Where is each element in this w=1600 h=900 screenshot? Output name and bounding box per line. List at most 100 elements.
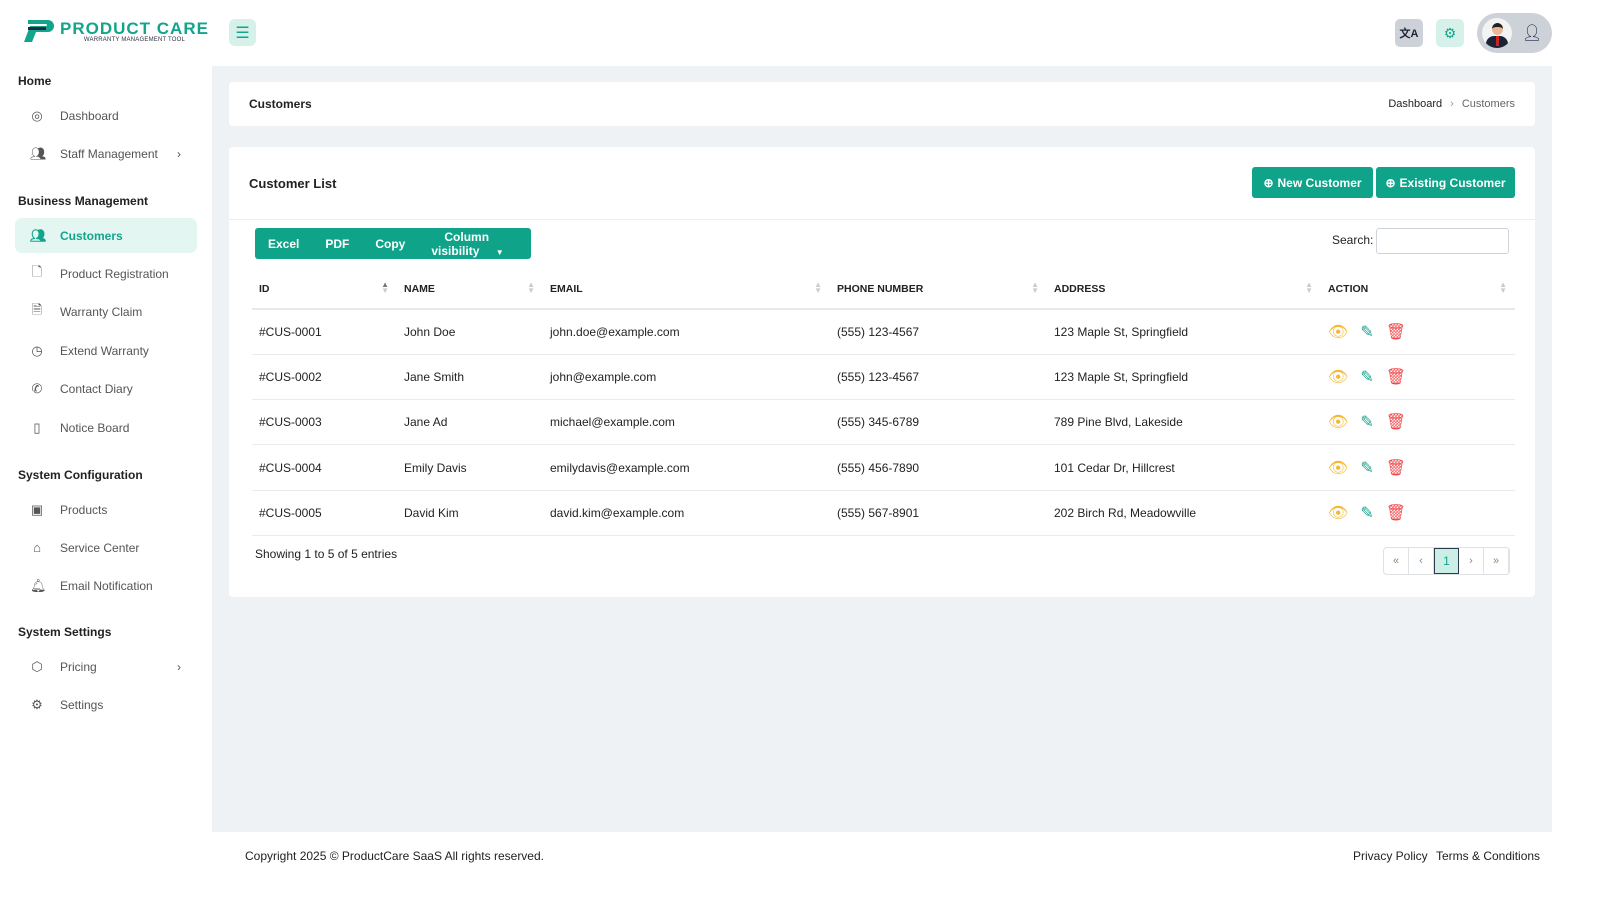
sidebar-section-title: System Settings [18, 625, 112, 639]
column-header[interactable]: ADDRESS ▲ ▼ [1047, 269, 1321, 310]
delete-icon[interactable]: 🗑︎ [1385, 504, 1407, 522]
pagination: «‹ 1 ›» [1383, 547, 1510, 575]
table-cell: Jane Ad [397, 399, 543, 446]
column-visibility-button[interactable]: Column visibility ▼ [418, 230, 531, 258]
table-cell: John Doe [397, 309, 543, 355]
hamburger-icon: ☰ [235, 24, 250, 42]
edit-icon[interactable]: ✎ [1360, 504, 1374, 522]
sidebar-item-notice-board[interactable]: ▯ Notice Board [15, 410, 197, 445]
column-header[interactable]: ID ▲ ▼ [252, 269, 397, 310]
home-icon: ⌂ [33, 540, 41, 556]
column-header[interactable]: ACTION ▲ ▼ [1321, 269, 1515, 310]
sidebar-item-extend-warranty[interactable]: ◷ Extend Warranty [15, 333, 197, 368]
delete-icon[interactable]: 🗑︎ [1385, 459, 1407, 477]
menu-toggle-button[interactable]: ☰ [229, 19, 256, 46]
book-icon: ▯ [33, 419, 41, 435]
table-cell: emilydavis@example.com [543, 444, 830, 491]
table-cell: (555) 123-4567 [830, 309, 1047, 355]
user-menu[interactable]: 👤︎ [1477, 13, 1552, 53]
translate-button[interactable]: 文A [1395, 19, 1423, 47]
sidebar-item-product-registration[interactable]: 🗋 Product Registration [15, 256, 197, 291]
bell-icon: 🔔︎ [30, 578, 47, 594]
excel-button[interactable]: Excel [268, 236, 300, 251]
sidebar-item-label: Staff Management [60, 146, 158, 161]
last-page-button[interactable]: » [1484, 548, 1509, 574]
sidebar-item-label: Service Center [60, 540, 140, 555]
prev-page-button[interactable]: ‹ [1409, 548, 1434, 574]
sidebar-item-staff-management[interactable]: 👥︎ Staff Management › [15, 136, 197, 171]
dashboard-icon: ◎ [31, 107, 43, 123]
view-icon[interactable]: 👁︎ [1328, 323, 1349, 341]
column-header[interactable]: PHONE NUMBER ▲ ▼ [830, 269, 1047, 310]
column-header[interactable]: EMAIL ▲ ▼ [543, 269, 830, 310]
copy-button[interactable]: Copy [375, 236, 406, 251]
sort-icon: ▲ ▼ [381, 280, 389, 295]
sidebar-item-label: Customers [60, 228, 123, 243]
table-cell: 123 Maple St, Springfield [1047, 354, 1321, 401]
table-cell: (555) 567-8901 [830, 490, 1047, 536]
column-header[interactable]: NAME ▲ ▼ [397, 269, 543, 310]
translate-icon: 文A [1399, 28, 1419, 40]
action-cell: 👁︎ ✎ 🗑︎ [1321, 309, 1515, 355]
view-icon[interactable]: 👁︎ [1328, 504, 1349, 522]
existing-customer-button[interactable]: ⊕ Existing Customer [1376, 167, 1515, 198]
edit-icon[interactable]: ✎ [1360, 459, 1374, 477]
sidebar-item-email-notification[interactable]: 🔔︎ Email Notification [15, 569, 197, 604]
privacy-policy-link[interactable]: Privacy Policy [1353, 849, 1428, 863]
action-cell: 👁︎ ✎ 🗑︎ [1321, 490, 1515, 536]
view-icon[interactable]: 👁︎ [1328, 414, 1349, 432]
edit-icon[interactable]: ✎ [1360, 368, 1374, 386]
column-header-label: ID [259, 282, 270, 295]
gear-icon: ⚙ [1443, 24, 1457, 41]
sort-icon: ▲ ▼ [1031, 280, 1039, 295]
sidebar-item-customers[interactable]: 👥︎ Customers [15, 218, 197, 253]
table-cell: #CUS-0004 [252, 444, 397, 491]
terms-link[interactable]: Terms & Conditions [1436, 849, 1541, 863]
delete-icon[interactable]: 🗑︎ [1385, 368, 1407, 386]
copyright: Copyright 2025 © ProductCare SaaS All ri… [245, 849, 544, 863]
file-text-icon: 🗎 [31, 302, 43, 318]
page-1-button[interactable]: 1 [1434, 548, 1459, 574]
sidebar-section-title: Home [18, 74, 52, 88]
sidebar-item-contact-diary[interactable]: ✆ Contact Diary [15, 372, 197, 407]
delete-icon[interactable]: 🗑︎ [1385, 323, 1407, 341]
card-title: Customer List [249, 176, 337, 191]
sidebar-item-label: Extend Warranty [60, 343, 149, 358]
export-button-group: Excel PDF Copy Column visibility ▼ [255, 228, 531, 259]
pdf-button[interactable]: PDF [325, 236, 350, 251]
action-cell: 👁︎ ✎ 🗑︎ [1321, 444, 1515, 491]
edit-icon[interactable]: ✎ [1360, 414, 1374, 432]
table-cell: michael@example.com [543, 399, 830, 446]
table-cell: Emily Davis [397, 444, 543, 491]
table-cell: 789 Pine Blvd, Lakeside [1047, 399, 1321, 446]
breadcrumb-dashboard[interactable]: Dashboard [1388, 98, 1443, 110]
sidebar-item-service-center[interactable]: ⌂ Service Center [15, 530, 197, 565]
phone-icon: ✆ [31, 381, 43, 397]
view-icon[interactable]: 👁︎ [1328, 459, 1349, 477]
brand-logo[interactable]: PRODUCT CARE WARRANTY MANAGEMENT TOOL [22, 18, 209, 44]
settings-button[interactable]: ⚙ [1436, 19, 1464, 47]
column-header-label: ACTION [1328, 282, 1369, 295]
sidebar-item-dashboard[interactable]: ◎ Dashboard [15, 98, 197, 133]
table-row: #CUS-0001 John Doe john.doe@example.com (55… [252, 309, 1515, 355]
clock-icon: ◷ [31, 342, 43, 358]
delete-icon[interactable]: 🗑︎ [1385, 414, 1407, 432]
sidebar-item-warranty-claim[interactable]: 🗎 Warranty Claim [15, 295, 197, 330]
search-input[interactable] [1376, 228, 1509, 254]
sort-icon: ▲ ▼ [814, 280, 822, 295]
sidebar-item-pricing[interactable]: ⬡ Pricing › [15, 649, 197, 684]
package-icon: ⬡ [31, 658, 43, 674]
sidebar-item-products[interactable]: ▣ Products [15, 492, 197, 527]
edit-icon[interactable]: ✎ [1360, 323, 1374, 341]
new-customer-label: New Customer [1277, 175, 1362, 190]
new-customer-button[interactable]: ⊕ New Customer [1252, 167, 1373, 198]
first-page-button[interactable]: « [1384, 548, 1409, 574]
table-info: Showing 1 to 5 of 5 entries [255, 547, 398, 561]
next-page-button[interactable]: › [1459, 548, 1484, 574]
sidebar-item-settings[interactable]: ⚙ Settings [15, 687, 197, 722]
box-icon: ▣ [30, 501, 44, 517]
view-icon[interactable]: 👁︎ [1328, 368, 1349, 386]
existing-customer-label: Existing Customer [1399, 175, 1506, 190]
chevron-right-icon: › [177, 146, 181, 161]
table-cell: #CUS-0001 [252, 309, 397, 355]
